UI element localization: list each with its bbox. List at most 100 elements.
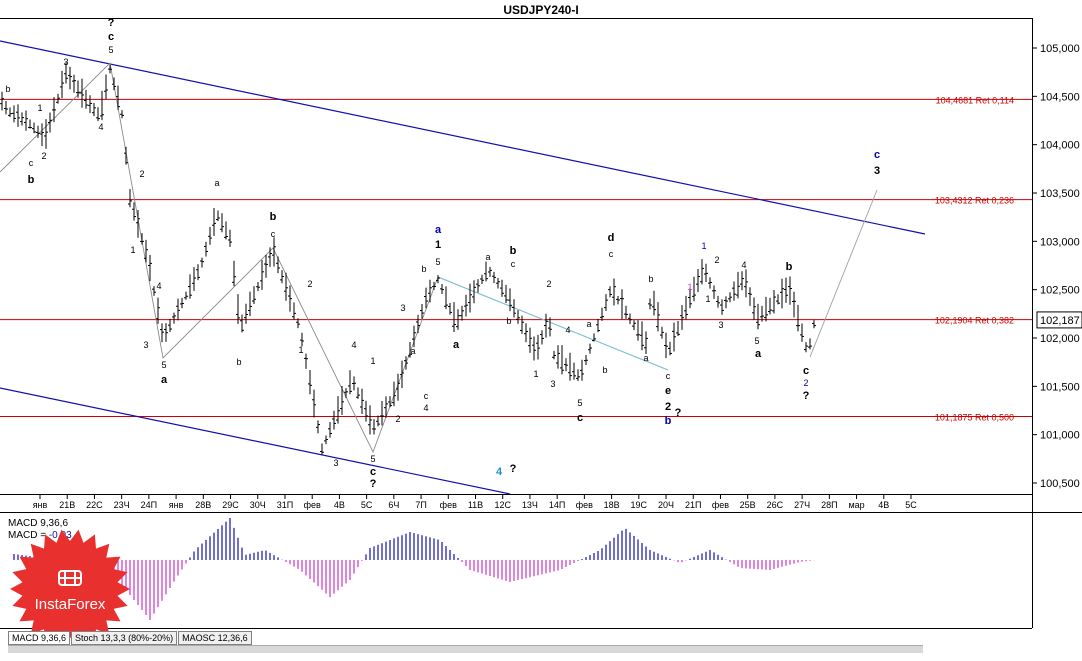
- ohlc-bar: [32, 122, 36, 134]
- ohlc-bar: [340, 386, 344, 415]
- ret-level-label: 101,1875 Ret 0,500: [935, 413, 1014, 423]
- ohlc-bar: [636, 320, 640, 341]
- ohlc-bar: [564, 358, 568, 372]
- wave-path-cyan: [437, 276, 669, 371]
- ohlc-bar: [780, 278, 784, 309]
- ohlc-bar: [728, 292, 732, 303]
- time-tick-label: 4В: [878, 500, 889, 510]
- ohlc-bar: [292, 302, 296, 320]
- wave-label: c: [424, 391, 429, 401]
- ohlc-bar: [64, 62, 68, 84]
- wave-label: a: [435, 224, 442, 236]
- wave-label: ?: [803, 390, 810, 402]
- ohlc-bar: [260, 260, 264, 290]
- ohlc-bar: [312, 389, 316, 418]
- ohlc-bar: [700, 259, 704, 285]
- horizontal-scrollbar[interactable]: [8, 645, 923, 653]
- time-tick-label: 13Ч: [522, 500, 538, 510]
- ohlc-bar: [80, 78, 84, 108]
- ohlc-bar: [504, 284, 508, 303]
- wave-label: c: [666, 371, 671, 381]
- price-tick-label: 102,500: [1040, 285, 1080, 297]
- ohlc-bar: [484, 261, 488, 282]
- time-tick-label: 25В: [740, 500, 756, 510]
- wave-label: b: [648, 274, 653, 284]
- ohlc-bar: [592, 333, 596, 342]
- ohlc-bar: [812, 320, 816, 329]
- ohlc-bar: [348, 370, 352, 395]
- ohlc-bar: [580, 359, 584, 381]
- ohlc-bar: [172, 312, 176, 324]
- ohlc-bar: [708, 277, 712, 289]
- ohlc-bar: [156, 297, 160, 324]
- wave-label: c: [874, 149, 880, 161]
- ohlc-bar: [720, 299, 724, 315]
- wave-label: 4: [423, 403, 428, 413]
- wave-label: 4: [98, 122, 103, 132]
- ohlc-bar: [296, 318, 300, 329]
- ohlc-bar: [100, 90, 104, 121]
- ohlc-bar: [276, 256, 280, 274]
- ohlc-bar: [428, 279, 432, 303]
- ohlc-bar: [12, 105, 16, 123]
- wave-label: a: [410, 346, 415, 356]
- macd-label: MACD 9,36,6: [8, 518, 68, 529]
- ohlc-bar: [216, 210, 220, 222]
- ohlc-bar: [176, 298, 180, 321]
- macd-histogram: [13, 518, 815, 620]
- ohlc-bar: [0, 91, 4, 111]
- wave-label: 2: [139, 169, 144, 179]
- ohlc-bar: [48, 112, 52, 133]
- ohlc-bar: [604, 294, 608, 311]
- ohlc-bar: [808, 338, 812, 350]
- ohlc-bar: [284, 272, 288, 301]
- wave-label: a: [643, 353, 648, 363]
- ohlc-bar: [420, 303, 424, 319]
- ohlc-bar: [644, 331, 648, 355]
- ret-level-label: 102,1904 Ret 0,382: [935, 316, 1014, 326]
- ohlc-bar: [328, 421, 332, 438]
- wave-label: b: [28, 174, 35, 186]
- ohlc-bar: [652, 290, 656, 316]
- wave-label: c: [577, 412, 583, 424]
- wave-label: a: [586, 319, 591, 329]
- tab-maosc[interactable]: MAOSC 12,36,6: [178, 631, 252, 645]
- tab-macd[interactable]: MACD 9,36,6: [8, 631, 71, 645]
- ohlc-bar: [128, 189, 132, 208]
- ohlc-bar: [748, 287, 752, 306]
- ohlc-bar: [496, 277, 500, 289]
- ohlc-bar: [472, 280, 476, 304]
- ohlc-bar: [324, 435, 328, 445]
- ohlc-bar: [104, 74, 108, 99]
- ohlc-bar: [344, 388, 348, 398]
- ohlc-bar: [456, 309, 460, 330]
- wave-label: c: [108, 31, 114, 43]
- ohlc-bar: [664, 332, 668, 359]
- wave-label: 4: [741, 260, 746, 270]
- wave-label: b: [786, 261, 793, 273]
- ohlc-bar: [608, 286, 612, 298]
- ohlc-bar: [536, 334, 540, 360]
- ohlc-bar: [140, 233, 144, 245]
- ohlc-bar: [380, 400, 384, 426]
- wave-label: c: [29, 158, 34, 168]
- ohlc-bar: [52, 97, 56, 123]
- wave-label: 3: [63, 57, 68, 67]
- price-tick-label: 105,000: [1040, 43, 1080, 55]
- ret-level-label: 103,4312 Ret 0,236: [935, 196, 1014, 206]
- tab-stoch[interactable]: Stoch 13,3,3 (80%-20%): [71, 631, 178, 645]
- price-tick-label: 100,500: [1040, 478, 1080, 490]
- ohlc-bar: [8, 107, 12, 118]
- wave-label: 1: [370, 356, 375, 366]
- time-axis: янв 21В 22С 23Ч 24П янв 28В 29С 30Ч 31П фев 4В 5С 6Ч 7…: [33, 494, 917, 510]
- wave-label: b: [270, 211, 277, 223]
- wave-label: c: [370, 466, 376, 478]
- ohlc-bar: [304, 353, 308, 369]
- time-tick-label: 6Ч: [388, 500, 399, 510]
- ohlc-bar: [464, 294, 468, 317]
- ohlc-bar: [416, 314, 420, 333]
- ohlc-bar: [184, 291, 188, 300]
- indicator-tabs: MACD 9,36,6 Stoch 13,3,3 (80%-20%) MAOSC…: [8, 631, 253, 645]
- ohlc-bar: [408, 342, 412, 358]
